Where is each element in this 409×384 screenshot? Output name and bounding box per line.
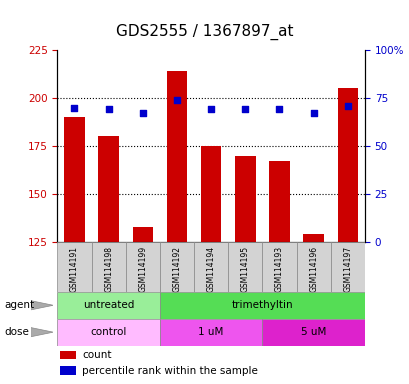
Bar <box>200 146 221 242</box>
Text: 1 uM: 1 uM <box>198 327 223 337</box>
Point <box>207 106 214 113</box>
Bar <box>262 319 364 346</box>
Point <box>344 103 350 109</box>
Bar <box>160 292 364 319</box>
Point <box>173 97 180 103</box>
Bar <box>234 156 255 242</box>
Text: count: count <box>82 350 111 360</box>
Bar <box>330 242 364 292</box>
Text: GSM114197: GSM114197 <box>342 246 351 292</box>
Text: GSM114196: GSM114196 <box>308 246 317 292</box>
Bar <box>91 242 126 292</box>
Bar <box>98 136 119 242</box>
Bar <box>166 71 187 242</box>
Bar <box>160 242 193 292</box>
Point <box>276 106 282 113</box>
Bar <box>303 234 323 242</box>
Text: GSM114191: GSM114191 <box>70 246 79 292</box>
Bar <box>126 242 160 292</box>
Text: GDS2555 / 1367897_at: GDS2555 / 1367897_at <box>116 24 293 40</box>
Text: percentile rank within the sample: percentile rank within the sample <box>82 366 257 376</box>
Point <box>71 104 78 111</box>
Polygon shape <box>31 301 53 310</box>
Bar <box>64 117 85 242</box>
Bar <box>61 366 76 375</box>
Text: 5 uM: 5 uM <box>300 327 326 337</box>
Bar <box>269 161 289 242</box>
Text: control: control <box>90 327 126 337</box>
Bar <box>193 242 228 292</box>
Text: GSM114192: GSM114192 <box>172 246 181 292</box>
Text: GSM114194: GSM114194 <box>206 246 215 292</box>
Point <box>310 110 316 116</box>
Text: GSM114198: GSM114198 <box>104 246 113 292</box>
Bar <box>337 88 357 242</box>
Point <box>105 106 112 113</box>
Bar <box>57 242 91 292</box>
Polygon shape <box>31 328 53 337</box>
Text: untreated: untreated <box>83 300 134 310</box>
Point <box>139 110 146 116</box>
Bar <box>296 242 330 292</box>
Bar <box>132 227 153 242</box>
Bar <box>262 242 296 292</box>
Point <box>241 106 248 113</box>
Bar <box>61 351 76 359</box>
Text: GSM114195: GSM114195 <box>240 246 249 292</box>
Text: dose: dose <box>4 327 29 337</box>
Text: trimethyltin: trimethyltin <box>231 300 292 310</box>
Text: GSM114199: GSM114199 <box>138 246 147 292</box>
Bar <box>57 292 160 319</box>
Text: agent: agent <box>4 300 34 310</box>
Bar <box>57 319 160 346</box>
Bar <box>228 242 262 292</box>
Text: GSM114193: GSM114193 <box>274 246 283 292</box>
Bar <box>160 319 262 346</box>
